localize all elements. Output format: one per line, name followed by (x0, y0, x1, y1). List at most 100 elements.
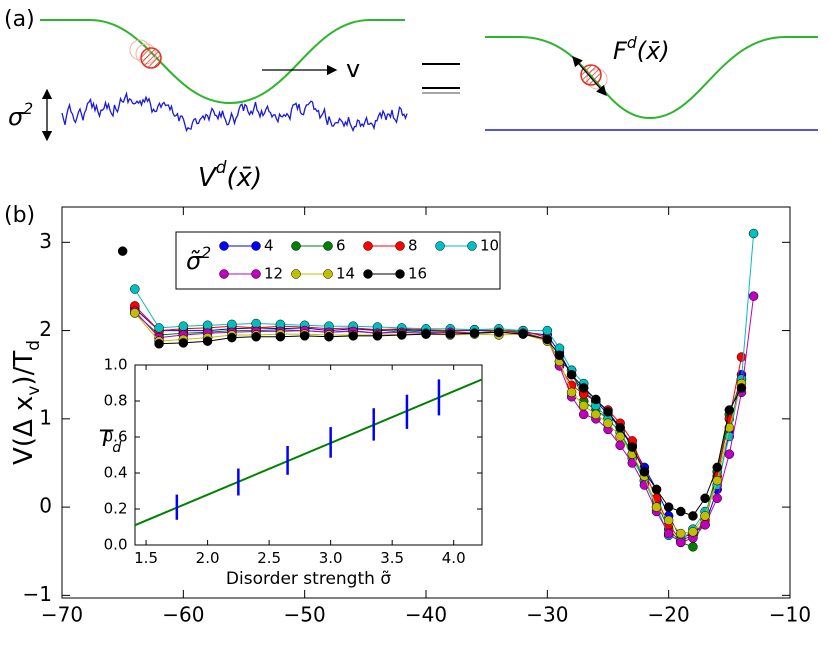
data-point (445, 329, 456, 339)
legend-marker (251, 269, 261, 279)
variance-label: σ2 (8, 100, 33, 132)
ball (140, 47, 162, 69)
y-tick-label: 0.0 (104, 536, 128, 554)
data-point (117, 246, 128, 256)
data-point (275, 331, 286, 342)
data-point (724, 449, 735, 459)
y-tick-label: 3 (39, 229, 52, 253)
data-point (651, 502, 662, 512)
y-axis-label: V(Δ xv)/Td (9, 340, 44, 465)
x-tick-label: −20 (648, 603, 690, 627)
legend-marker (323, 269, 333, 279)
series-line (134, 312, 742, 535)
text-part: d (23, 340, 43, 351)
data-point (178, 321, 189, 331)
text-part: )/T (9, 351, 39, 386)
y-axis-label: Td (99, 427, 122, 456)
data-point (202, 336, 213, 346)
y-tick-label: 1 (39, 405, 52, 429)
legend-marker (219, 241, 229, 251)
y-tick-label: 0.8 (104, 392, 128, 410)
y-tick-label: −1 (23, 582, 52, 606)
x-axis-label: Disorder strength σ̃ (226, 569, 391, 589)
data-point (154, 323, 164, 333)
text-part: σ (8, 103, 24, 131)
legend-marker (363, 269, 373, 279)
data-point (299, 331, 310, 341)
legend-marker (251, 241, 261, 251)
data-point (591, 394, 601, 405)
legend-marker (435, 241, 445, 251)
data-point (748, 228, 759, 239)
data-point (469, 328, 480, 338)
text-part: v (23, 386, 43, 396)
panel-label: (b) (4, 203, 35, 228)
legend-label: 4 (264, 237, 274, 255)
legend-label: 8 (408, 237, 418, 255)
data-point (578, 383, 589, 393)
text-part: (x̄) (227, 163, 263, 193)
plot-area (134, 364, 483, 546)
y-tick-label: 0 (39, 494, 52, 518)
velocity-label: v (346, 55, 360, 83)
x-tick-label: 3.0 (319, 549, 343, 567)
force-arrow (572, 56, 607, 96)
data-point (663, 528, 674, 539)
series-line (134, 305, 742, 542)
data-point (688, 511, 698, 521)
data-point (651, 484, 662, 495)
text-part: σ̃ (186, 247, 202, 275)
legend-label: 6 (336, 237, 346, 255)
x-tick-label: −70 (41, 603, 83, 627)
data-point (251, 318, 261, 329)
legend-marker (291, 269, 301, 279)
legend-label: 10 (480, 237, 499, 255)
text-part: V (198, 163, 218, 193)
data-point (542, 334, 553, 345)
data-point (712, 493, 722, 504)
disorder-noise (61, 91, 408, 133)
x-tick-label: 2.5 (257, 549, 281, 567)
x-tick-label: −30 (526, 603, 568, 627)
legend-marker (363, 241, 373, 251)
effective-potential (485, 36, 818, 120)
data-point (700, 511, 710, 521)
data-point (154, 339, 164, 349)
data-point (566, 369, 577, 380)
data-point (178, 338, 189, 348)
text-part: 2 (23, 100, 33, 118)
x-tick-label: −60 (162, 603, 204, 627)
data-point (566, 387, 577, 398)
data-point (348, 331, 358, 341)
legend-marker (467, 241, 477, 251)
legend-marker (291, 241, 301, 251)
data-point (712, 475, 722, 486)
data-point (724, 405, 735, 415)
x-tick-label: −40 (405, 603, 447, 627)
data-point (396, 330, 407, 340)
x-tick-label: −50 (284, 603, 326, 627)
y-tick-label: 0.6 (104, 428, 128, 446)
data-point (421, 329, 431, 339)
x-tick-label: 1.5 (134, 549, 158, 567)
potential-label: Vd(x̄) (198, 157, 262, 193)
data-point (724, 422, 735, 433)
data-point (372, 331, 383, 341)
data-point (554, 350, 565, 361)
x-tick-label: 4.0 (442, 549, 466, 567)
legend-label: 16 (408, 265, 427, 283)
data-point (639, 467, 650, 477)
text-part: 2 (201, 244, 211, 262)
text-part: (x̄) (637, 37, 670, 65)
data-point (251, 331, 261, 342)
data-point (736, 352, 747, 362)
data-point (700, 519, 710, 530)
ball (580, 64, 602, 86)
text-part: F (613, 37, 628, 65)
legend-box (175, 231, 501, 290)
data-point (676, 537, 686, 548)
data-point (627, 442, 638, 452)
text-part: d (627, 34, 637, 52)
data-point (227, 332, 237, 343)
